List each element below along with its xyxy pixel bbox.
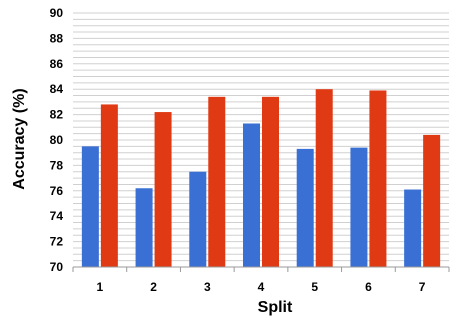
bar-series-2-split-1 [100,104,118,267]
x-tick-label: 4 [258,280,265,294]
bar-series-2-split-7 [423,134,441,267]
y-tick-label: 86 [50,57,64,71]
bar-series-2-split-5 [315,89,333,267]
y-tick-label: 70 [50,260,64,274]
x-tick-label: 3 [204,280,211,294]
gridlines [73,12,449,268]
x-tick-label: 7 [419,280,426,294]
bar-series-1-split-7 [404,189,422,267]
bar-series-1-split-1 [81,146,99,267]
bar-series-2-split-2 [154,112,172,267]
bar-series-1-split-5 [296,148,314,267]
y-tick-label: 72 [50,235,64,249]
y-axis-title: Accuracy (%) [11,88,28,189]
y-tick-label: 82 [50,108,64,122]
y-tick-label: 76 [50,184,64,198]
bar-series-2-split-4 [262,96,279,267]
x-tick-labels: 1 2 3 4 5 6 7 [97,280,426,294]
x-tick-label: 1 [97,280,104,294]
y-tick-label: 74 [50,209,64,223]
bar-series-1-split-6 [350,147,368,267]
bar-series-2-split-3 [208,96,226,267]
bar-series-2-split-6 [369,90,387,267]
x-tick-label: 5 [311,280,318,294]
axes [72,266,450,272]
y-tick-label: 90 [50,6,64,20]
bar-series-1-split-4 [243,123,260,268]
y-tick-label: 84 [50,82,64,96]
bar-series-1-split-2 [135,188,153,267]
y-tick-labels: 70 72 74 76 78 80 82 84 86 88 90 [50,6,64,274]
x-tick-label: 2 [150,280,157,294]
y-tick-label: 78 [50,158,64,172]
y-tick-label: 88 [50,31,64,45]
bars [81,89,441,268]
y-tick-label: 80 [50,133,64,147]
x-tick-label: 6 [365,280,372,294]
x-axis-title: Split [258,299,293,316]
bar-series-1-split-3 [189,171,207,267]
